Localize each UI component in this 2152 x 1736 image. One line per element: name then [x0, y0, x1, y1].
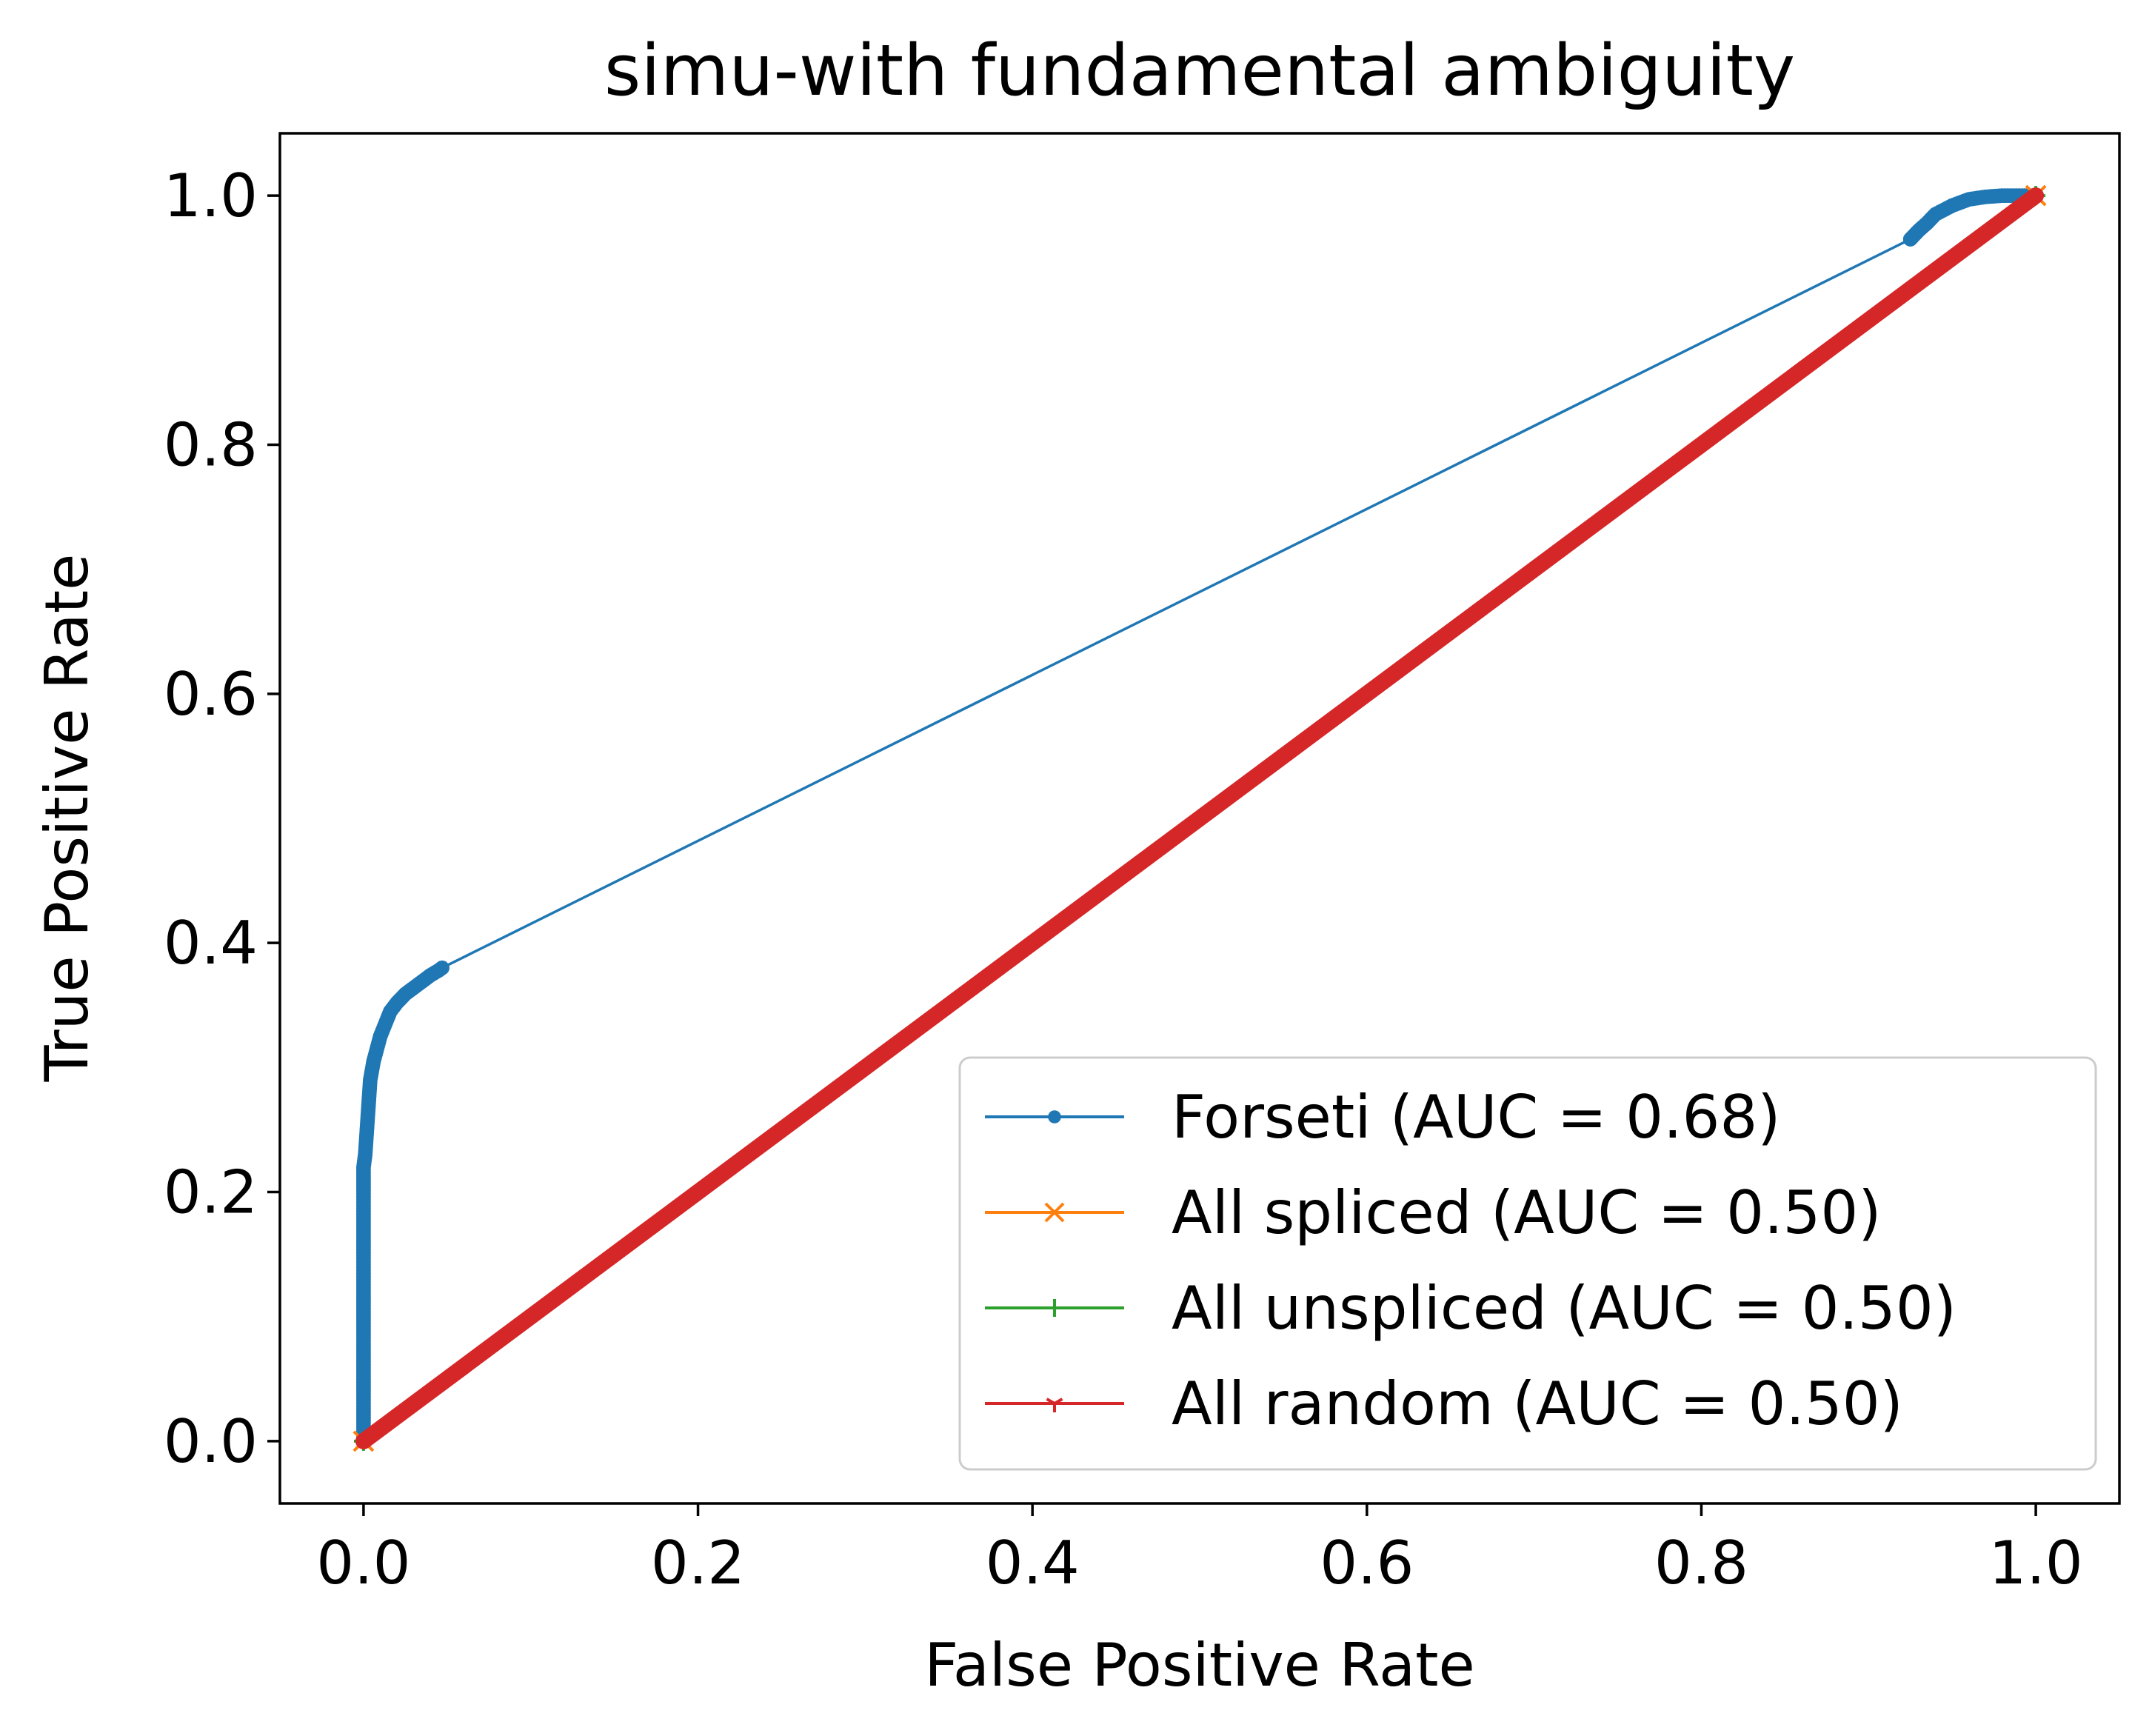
y-tick-label: 1.0	[164, 161, 258, 230]
plot-frame	[278, 132, 2121, 1505]
legend-box	[958, 1056, 2097, 1471]
x-tick-label: 1.0	[1988, 1529, 2082, 1598]
x-axis-label: False Positive Rate	[924, 1631, 1475, 1700]
legend-item: All spliced (AUC = 0.50)	[985, 1178, 1882, 1247]
chart-title: simu-with fundamental ambiguity	[604, 30, 1795, 112]
legend-marker	[1046, 1299, 1063, 1317]
legend-marker	[1046, 1398, 1063, 1412]
x-tick-label: 0.0	[316, 1529, 410, 1598]
y-tick-label: 0.0	[164, 1407, 258, 1476]
legend-label: All unspliced (AUC = 0.50)	[1172, 1274, 1956, 1343]
legend: Forseti (AUC = 0.68) All spliced (AUC = 0…	[958, 1056, 2097, 1471]
series-marker-band	[355, 187, 2045, 1449]
x-tick-label: 0.4	[986, 1529, 1080, 1598]
y-tick-label: 0.4	[164, 909, 258, 978]
legend-marker	[1044, 1202, 1065, 1223]
x-tick-label: 0.8	[1654, 1529, 1748, 1598]
legend-item: All random (AUC = 0.50)	[985, 1369, 1903, 1438]
plot-series-layer	[352, 184, 2047, 1452]
legend-label: Forseti (AUC = 0.68)	[1172, 1083, 1781, 1152]
y-tick-label: 0.8	[164, 410, 258, 479]
y-tick-label: 0.6	[164, 660, 258, 729]
series-4	[355, 187, 2045, 1449]
y-axis-ticks: 0.0 0.2 0.4 0.6 0.8 1.0	[164, 161, 280, 1476]
x-tick-label: 0.6	[1320, 1529, 1414, 1598]
legend-item: All unspliced (AUC = 0.50)	[985, 1274, 1956, 1343]
series-1	[356, 188, 2043, 1449]
x-axis-ticks: 0.0 0.2 0.4 0.6 0.8 1.0	[316, 1503, 2083, 1598]
x-tick-label: 0.2	[651, 1529, 745, 1598]
series-point	[435, 960, 450, 975]
y-tick-label: 0.2	[164, 1158, 258, 1227]
legend-label: All spliced (AUC = 0.50)	[1172, 1178, 1882, 1247]
legend-item: Forseti (AUC = 0.68)	[985, 1083, 1781, 1152]
y-axis-label: True Positive Rate	[33, 554, 101, 1083]
legend-items: Forseti (AUC = 0.68) All spliced (AUC = 0…	[985, 1083, 1956, 1438]
legend-marker	[1048, 1110, 1061, 1124]
legend-label: All random (AUC = 0.50)	[1172, 1369, 1903, 1438]
